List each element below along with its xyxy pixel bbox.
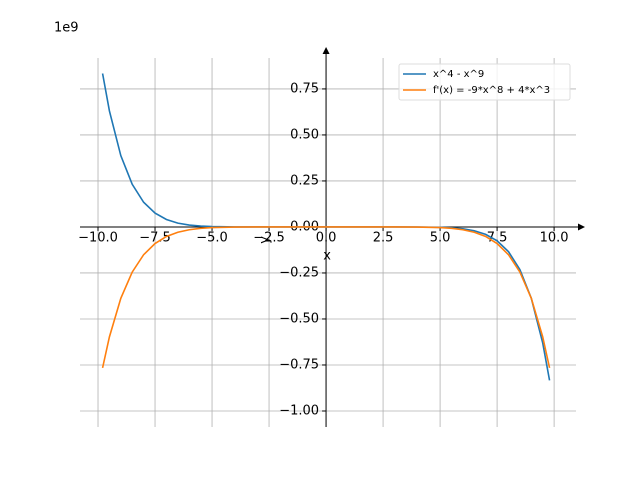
x-arrow: [578, 223, 585, 231]
y-tick-label: −0.25: [279, 265, 319, 280]
y-arrow: [322, 47, 330, 54]
axis-offset: 1e9: [54, 21, 79, 36]
legend-label: f'(x) = -9*x^8 + 4*x^3: [433, 85, 550, 96]
x-tick-label: −5.0: [196, 230, 228, 245]
x-tick-label: 5.0: [430, 230, 451, 245]
x-tick-label: 2.5: [373, 230, 394, 245]
series-line: [101, 226, 551, 369]
x-tick-label: 7.5: [487, 230, 508, 245]
x-axis-label: x: [323, 248, 331, 263]
y-tick-label: −0.75: [279, 357, 319, 372]
y-tick-label: 0.75: [290, 81, 319, 96]
y-tick-label: −1.00: [279, 403, 319, 418]
x-tick-label: 0.0: [316, 230, 337, 245]
x-tick-label: −10.0: [78, 230, 118, 245]
legend-label: x^4 - x^9: [433, 69, 484, 80]
x-tick-label: −7.5: [139, 230, 171, 245]
y-tick-label: 0.50: [290, 127, 319, 142]
x-tick-label: 10.0: [540, 230, 569, 245]
y-tick-label: 0.25: [290, 173, 319, 188]
y-axis-label: y: [258, 236, 273, 244]
x-tick-label: −2.5: [253, 230, 285, 245]
y-tick-label: −0.50: [279, 311, 319, 326]
legend-box: [398, 63, 571, 101]
